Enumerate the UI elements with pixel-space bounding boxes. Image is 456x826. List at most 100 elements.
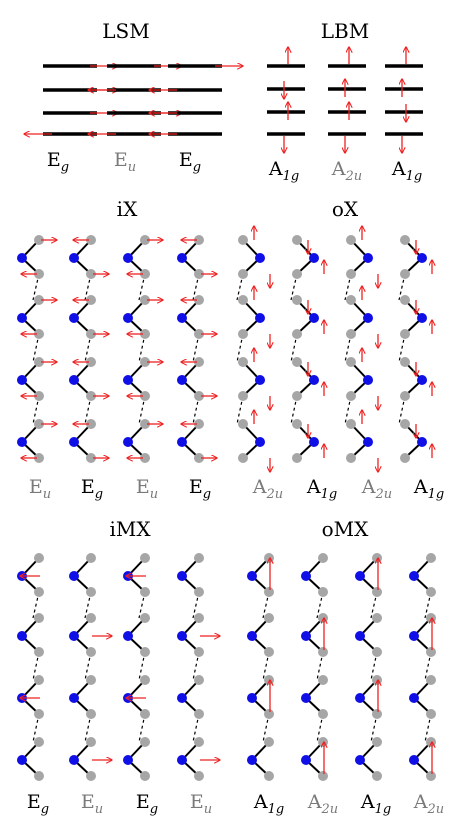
imx-mode-label: Eu: [190, 791, 212, 817]
metal-atom: [309, 375, 319, 385]
x-atom: [372, 587, 382, 597]
metal-atom: [123, 755, 133, 765]
van-der-waals-gap: [398, 333, 406, 363]
ix-mode-labels: Eu Eg Eu Eg: [29, 476, 211, 502]
x-atom: [400, 453, 410, 463]
x-atom: [140, 419, 150, 429]
x-atom: [86, 391, 96, 401]
x-atom: [264, 675, 274, 685]
x-atom: [346, 357, 356, 367]
ix-mode-label: Eg: [189, 476, 211, 502]
x-atom: [346, 453, 356, 463]
ox-mode-label: A2u: [252, 476, 283, 502]
metal-atom: [123, 375, 133, 385]
van-der-waals-gap: [344, 395, 352, 425]
x-atom: [238, 419, 248, 429]
x-atom: [292, 419, 302, 429]
metal-atom: [247, 571, 257, 581]
x-atom: [34, 453, 44, 463]
metal-atom: [309, 313, 319, 323]
x-atom: [400, 419, 410, 429]
omx-chain: [301, 553, 328, 781]
x-atom: [194, 269, 204, 279]
metal-atom: [123, 313, 133, 323]
x-atom: [346, 295, 356, 305]
x-atom: [194, 329, 204, 339]
x-atom: [400, 295, 410, 305]
x-atom: [34, 613, 44, 623]
x-atom: [238, 329, 248, 339]
x-atom: [86, 771, 96, 781]
x-atom: [372, 647, 382, 657]
metal-atom: [123, 253, 133, 263]
x-atom: [372, 553, 382, 563]
van-der-waals-gap: [32, 713, 40, 743]
x-atom: [426, 771, 436, 781]
metal-atom: [409, 693, 419, 703]
x-atom: [318, 587, 328, 597]
metal-atom: [17, 631, 27, 641]
x-atom: [238, 453, 248, 463]
van-der-waals-gap: [192, 273, 200, 301]
metal-atom: [69, 631, 79, 641]
x-atom: [426, 675, 436, 685]
x-atom: [372, 737, 382, 747]
lbm-mode-label: A1g: [391, 158, 422, 184]
van-der-waals-gap: [192, 395, 200, 425]
x-atom: [194, 295, 204, 305]
x-atom: [426, 647, 436, 657]
x-atom: [346, 235, 356, 245]
van-der-waals-gap: [138, 651, 146, 681]
x-atom: [238, 235, 248, 245]
x-atom: [264, 587, 274, 597]
imx-mode-label: Eg: [27, 791, 49, 817]
x-atom: [34, 675, 44, 685]
van-der-waals-gap: [84, 395, 92, 425]
van-der-waals-gap: [32, 273, 40, 301]
metal-atom: [17, 375, 27, 385]
van-der-waals-gap: [138, 333, 146, 363]
van-der-waals-gap: [32, 651, 40, 681]
metal-atom: [417, 437, 427, 447]
van-der-waals-gap: [138, 395, 146, 425]
x-atom: [86, 295, 96, 305]
x-atom: [140, 675, 150, 685]
x-atom: [194, 647, 204, 657]
van-der-waals-gap: [236, 273, 244, 301]
imx-title: iMX: [109, 517, 151, 541]
van-der-waals-gap: [192, 651, 200, 681]
metal-atom: [301, 693, 311, 703]
x-atom: [292, 329, 302, 339]
imx-chain: [69, 553, 112, 781]
metal-atom: [363, 437, 373, 447]
x-atom: [86, 709, 96, 719]
x-atom: [194, 771, 204, 781]
x-atom: [86, 419, 96, 429]
x-atom: [140, 771, 150, 781]
x-atom: [140, 647, 150, 657]
omx-chain: [247, 553, 274, 781]
x-atom: [140, 453, 150, 463]
van-der-waals-gap: [344, 333, 352, 363]
metal-atom: [301, 631, 311, 641]
van-der-waals-gap: [262, 651, 270, 681]
x-atom: [194, 391, 204, 401]
van-der-waals-gap: [370, 651, 378, 681]
x-atom: [34, 737, 44, 747]
x-atom: [140, 709, 150, 719]
x-atom: [140, 329, 150, 339]
lsm-mode-labels: Eg Eu Eg: [47, 149, 201, 175]
x-atom: [34, 329, 44, 339]
van-der-waals-gap: [398, 395, 406, 425]
ox-mode-label: A1g: [306, 476, 337, 502]
x-atom: [194, 737, 204, 747]
imx-chain: [177, 553, 220, 781]
x-atom: [194, 419, 204, 429]
metal-atom: [69, 375, 79, 385]
metal-atom: [177, 631, 187, 641]
lbm-mode-labels: A1g A2u A1g: [268, 158, 422, 184]
omx-chain: [409, 553, 436, 781]
x-atom: [318, 771, 328, 781]
ox-mode-label: A1g: [413, 476, 444, 502]
